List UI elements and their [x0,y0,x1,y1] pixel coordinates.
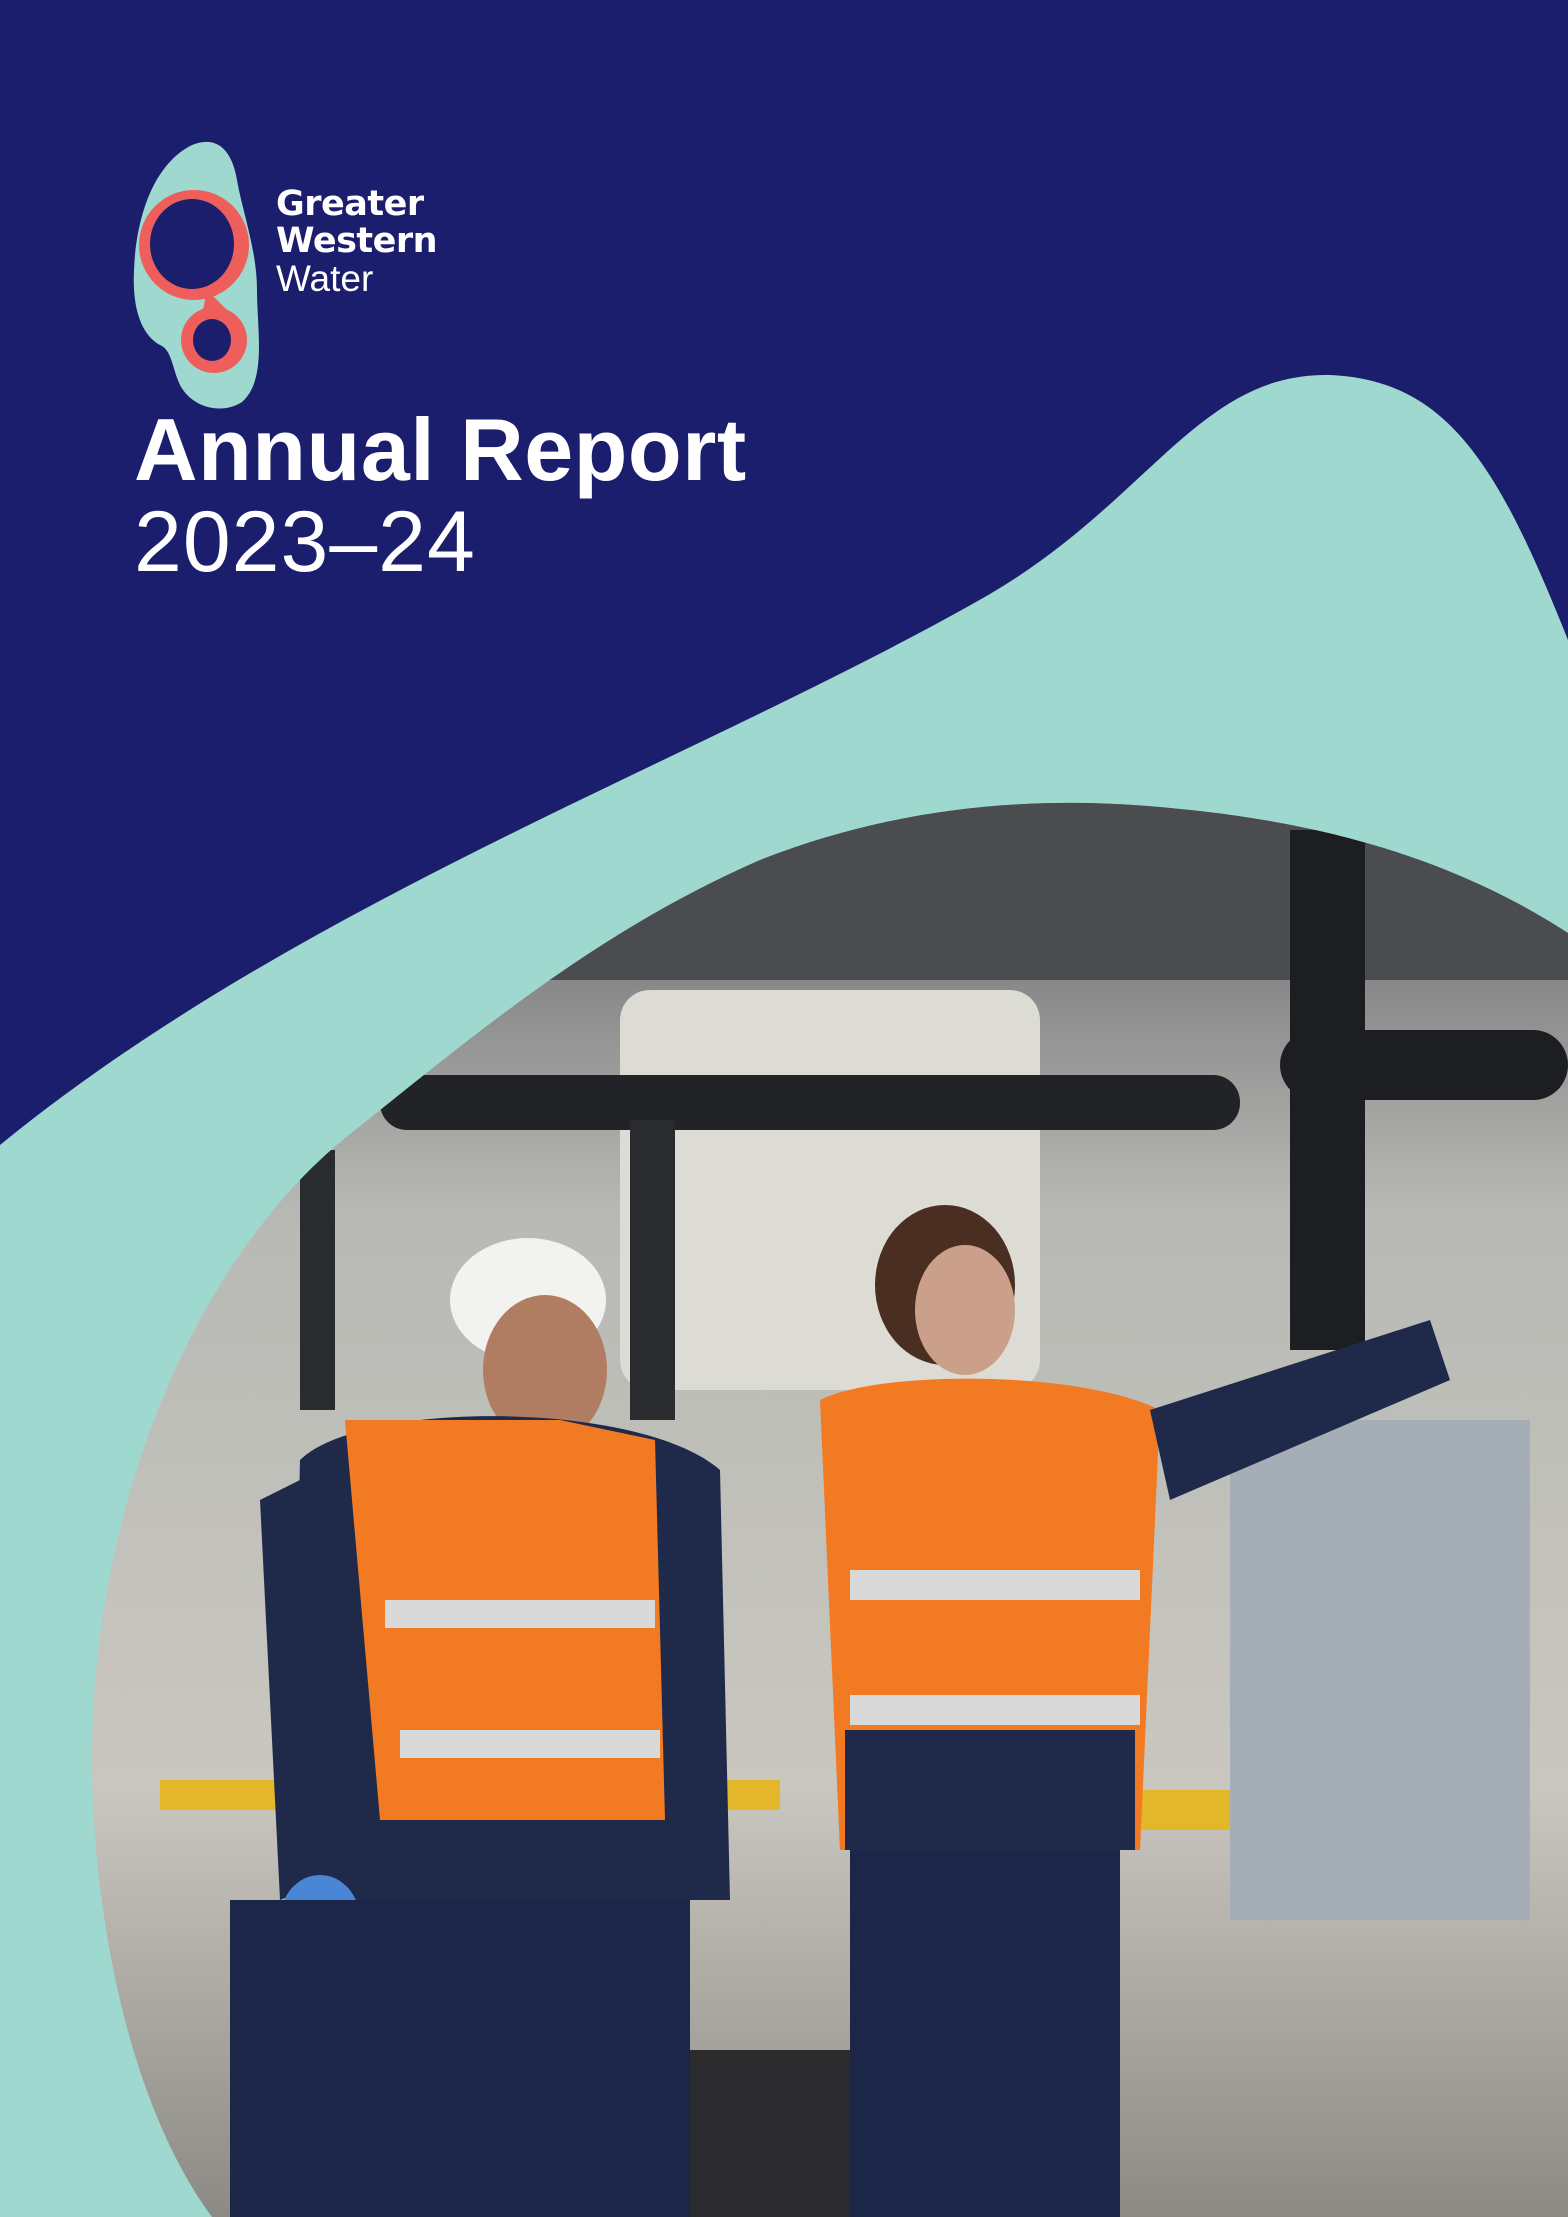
brand-line-3: Water [276,258,374,299]
brand-wordmark: Greater Western Water [276,184,438,299]
report-year: 2023–24 [134,494,476,590]
worker-man [230,1238,730,2217]
report-title: Annual Report [134,400,747,499]
brand-line-1: Greater [276,184,424,224]
worker-woman [820,1205,1450,2217]
greater-western-water-logo-icon [133,141,259,409]
brand-line-2: Western [276,221,438,261]
